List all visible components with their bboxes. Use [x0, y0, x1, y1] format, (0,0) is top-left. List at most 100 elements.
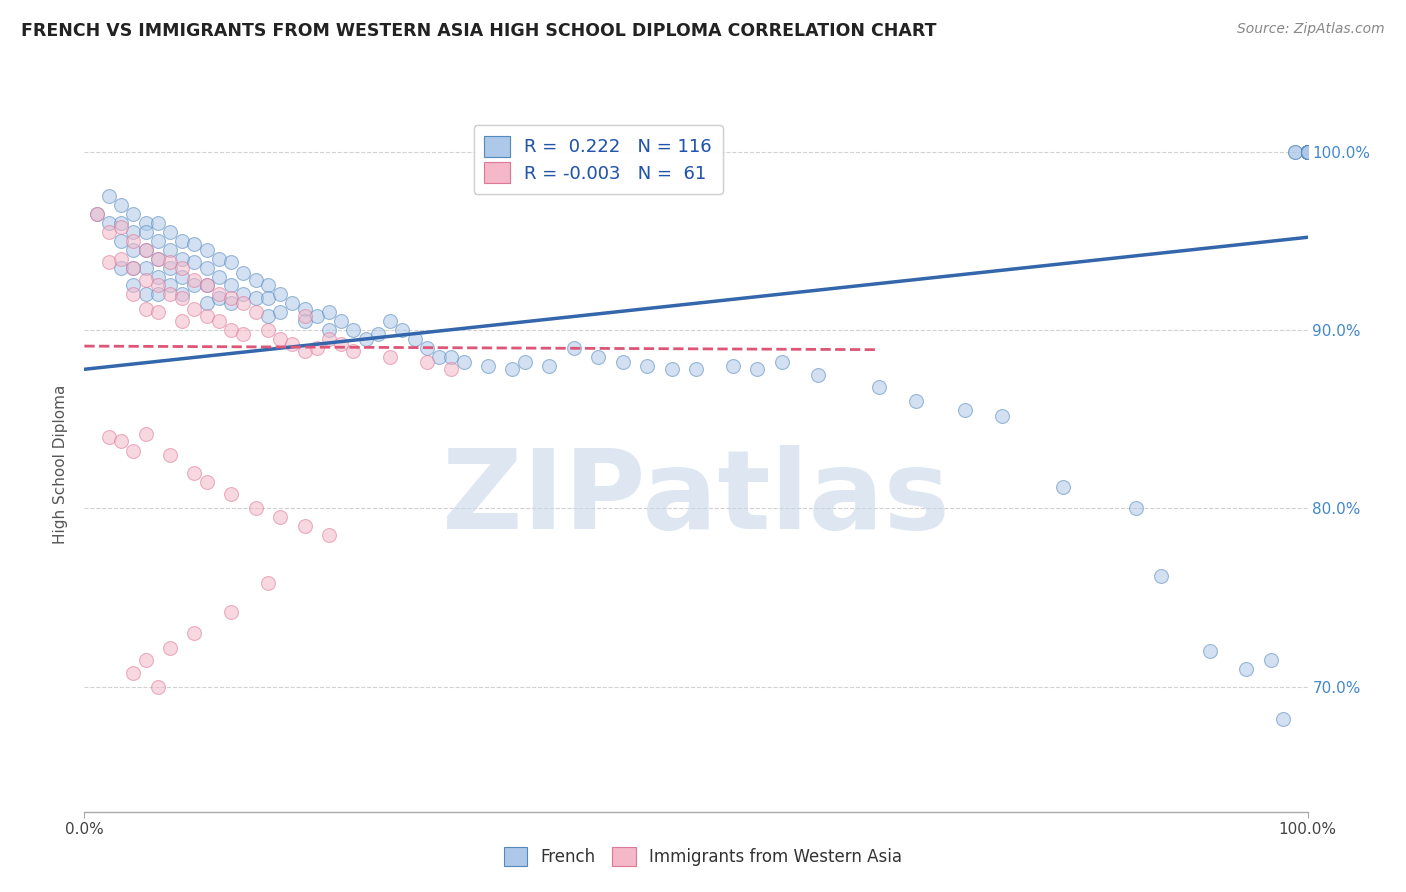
- Point: [318, 305, 340, 319]
- Point: [305, 341, 328, 355]
- Point: [208, 314, 231, 328]
- Y-axis label: High School Diploma: High School Diploma: [53, 384, 69, 543]
- Text: Source: ZipAtlas.com: Source: ZipAtlas.com: [1237, 22, 1385, 37]
- Point: [219, 291, 242, 305]
- Point: [97, 255, 120, 269]
- Point: [110, 252, 132, 266]
- Point: [1296, 145, 1319, 159]
- Point: [747, 362, 769, 376]
- Point: [232, 296, 254, 310]
- Point: [135, 225, 157, 239]
- Point: [330, 314, 353, 328]
- Point: [245, 501, 267, 516]
- Point: [380, 350, 402, 364]
- Point: [1236, 662, 1258, 676]
- Point: [232, 287, 254, 301]
- Point: [183, 466, 205, 480]
- Point: [110, 234, 132, 248]
- Point: [219, 487, 242, 501]
- Point: [330, 337, 353, 351]
- Point: [1296, 145, 1319, 159]
- Point: [1296, 145, 1319, 159]
- Point: [172, 287, 194, 301]
- Point: [953, 403, 976, 417]
- Point: [219, 296, 242, 310]
- Point: [294, 519, 316, 533]
- Point: [257, 323, 280, 337]
- Point: [172, 234, 194, 248]
- Point: [318, 323, 340, 337]
- Point: [562, 341, 585, 355]
- Point: [269, 287, 291, 301]
- Point: [146, 234, 169, 248]
- Point: [146, 305, 169, 319]
- Point: [110, 198, 132, 212]
- Point: [208, 291, 231, 305]
- Point: [1296, 145, 1319, 159]
- Point: [661, 362, 683, 376]
- Point: [1198, 644, 1220, 658]
- Point: [122, 260, 145, 275]
- Point: [183, 278, 205, 293]
- Point: [257, 291, 280, 305]
- Point: [294, 309, 316, 323]
- Point: [477, 359, 499, 373]
- Point: [1296, 145, 1319, 159]
- Point: [1284, 145, 1306, 159]
- Point: [97, 430, 120, 444]
- Point: [1296, 145, 1319, 159]
- Point: [195, 475, 218, 489]
- Point: [380, 314, 402, 328]
- Point: [159, 278, 181, 293]
- Text: FRENCH VS IMMIGRANTS FROM WESTERN ASIA HIGH SCHOOL DIPLOMA CORRELATION CHART: FRENCH VS IMMIGRANTS FROM WESTERN ASIA H…: [21, 22, 936, 40]
- Point: [1260, 653, 1282, 667]
- Point: [172, 269, 194, 284]
- Point: [905, 394, 928, 409]
- Point: [146, 269, 169, 284]
- Point: [219, 278, 242, 293]
- Point: [991, 409, 1014, 423]
- Point: [135, 301, 157, 316]
- Point: [721, 359, 744, 373]
- Point: [281, 337, 304, 351]
- Point: [97, 225, 120, 239]
- Point: [636, 359, 658, 373]
- Point: [86, 207, 108, 221]
- Point: [122, 225, 145, 239]
- Point: [1296, 145, 1319, 159]
- Point: [807, 368, 830, 382]
- Point: [685, 362, 707, 376]
- Point: [110, 260, 132, 275]
- Point: [146, 287, 169, 301]
- Point: [135, 653, 157, 667]
- Point: [122, 287, 145, 301]
- Point: [1296, 145, 1319, 159]
- Point: [159, 255, 181, 269]
- Point: [342, 323, 364, 337]
- Point: [146, 216, 169, 230]
- Text: ZIPatlas: ZIPatlas: [441, 445, 950, 552]
- Point: [367, 326, 389, 341]
- Point: [219, 323, 242, 337]
- Point: [391, 323, 413, 337]
- Point: [1272, 712, 1295, 726]
- Point: [1296, 145, 1319, 159]
- Point: [416, 341, 439, 355]
- Point: [135, 260, 157, 275]
- Point: [208, 269, 231, 284]
- Point: [257, 309, 280, 323]
- Point: [1296, 145, 1319, 159]
- Point: [1296, 145, 1319, 159]
- Point: [122, 260, 145, 275]
- Point: [1296, 145, 1319, 159]
- Point: [146, 278, 169, 293]
- Point: [1296, 145, 1319, 159]
- Point: [97, 189, 120, 203]
- Point: [135, 273, 157, 287]
- Point: [146, 252, 169, 266]
- Point: [869, 380, 891, 394]
- Point: [195, 278, 218, 293]
- Point: [305, 309, 328, 323]
- Point: [538, 359, 561, 373]
- Point: [257, 278, 280, 293]
